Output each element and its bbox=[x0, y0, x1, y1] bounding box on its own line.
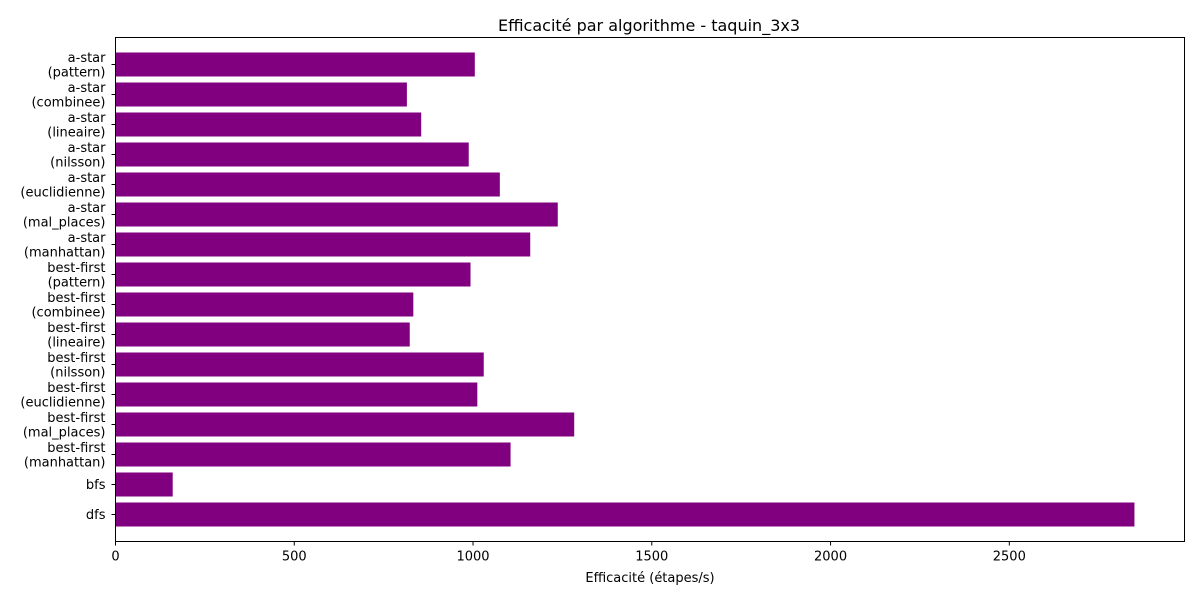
bar bbox=[115, 382, 478, 407]
y-tick-label: a-star (combinee) bbox=[31, 81, 106, 111]
bar bbox=[115, 322, 410, 347]
y-tick-label: best-first (manhattan) bbox=[24, 441, 106, 471]
y-tick-label: a-star (mal_places) bbox=[23, 201, 106, 231]
bar bbox=[115, 82, 407, 107]
y-tick-label: bfs bbox=[86, 478, 106, 493]
y-tick-label: a-star (pattern) bbox=[48, 51, 107, 81]
bar bbox=[115, 142, 469, 167]
x-tick-label: 1500 bbox=[635, 550, 668, 565]
plot-area: dfs bfs best-first (manhattan)best-first (ma… bbox=[20, 51, 1135, 565]
bar bbox=[115, 442, 511, 467]
x-tick-label: 0 bbox=[111, 550, 119, 565]
plot-frame bbox=[115, 37, 1185, 542]
y-tick-label: a-star (nilsson) bbox=[50, 141, 106, 171]
y-tick-label: best-first (mal_places) bbox=[23, 411, 106, 441]
bar bbox=[115, 172, 500, 197]
y-tick-label: best-first (combinee) bbox=[31, 291, 105, 321]
y-tick-label: best-first (euclidienne) bbox=[20, 381, 105, 411]
y-tick-label: best-first (lineaire) bbox=[47, 321, 105, 351]
chart-title: Efficacité par algorithme - taquin_3x3 bbox=[498, 16, 800, 36]
bar bbox=[115, 112, 422, 137]
bar bbox=[115, 292, 414, 317]
bar bbox=[115, 472, 173, 497]
y-tick-label: a-star (lineaire) bbox=[47, 111, 106, 141]
y-tick-label: best-first (nilsson) bbox=[47, 351, 105, 381]
x-tick-label: 2500 bbox=[993, 550, 1026, 565]
bar bbox=[115, 412, 575, 437]
bar bbox=[115, 262, 471, 287]
x-tick-label: 2000 bbox=[814, 550, 847, 565]
bar bbox=[115, 232, 531, 257]
y-tick-label: best-first (pattern) bbox=[47, 261, 105, 291]
bar bbox=[115, 52, 475, 77]
x-tick-label: 1000 bbox=[456, 550, 489, 565]
bar bbox=[115, 502, 1135, 527]
y-tick-label: dfs bbox=[86, 508, 106, 523]
bar bbox=[115, 352, 484, 377]
y-tick-label: a-star (manhattan) bbox=[24, 231, 106, 261]
bar bbox=[115, 202, 558, 227]
x-axis-label: Efficacité (étapes/s) bbox=[585, 571, 714, 586]
y-tick-label: a-star (euclidienne) bbox=[20, 171, 106, 201]
x-tick-label: 500 bbox=[282, 550, 307, 565]
